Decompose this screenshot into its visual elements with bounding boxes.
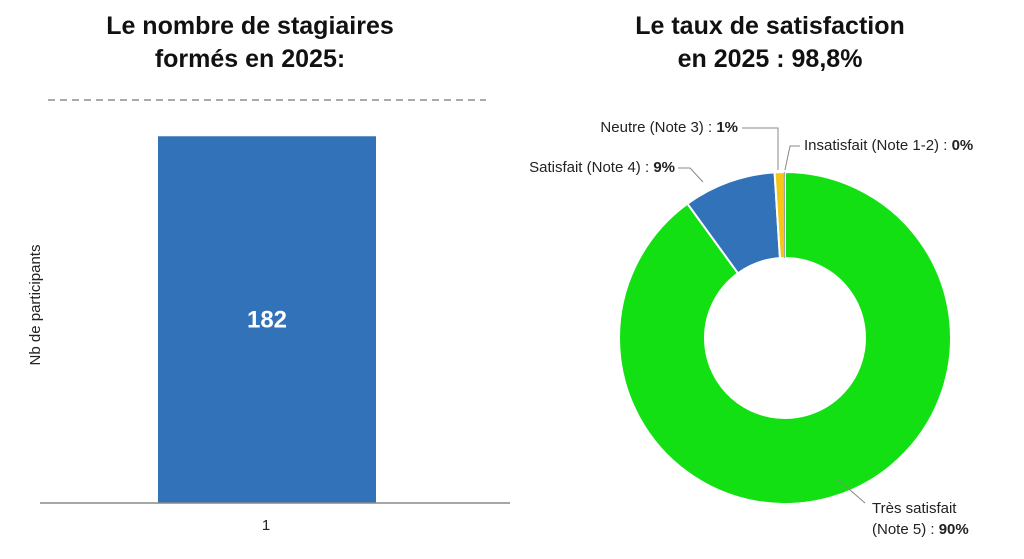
bar-chart-title: Le nombre de stagiaires formés en 2025:	[0, 10, 500, 76]
bar-title-line1: Le nombre de stagiaires	[106, 12, 394, 40]
leader-line	[837, 479, 866, 504]
slice-label-tres-satisfait: Très satisfait	[872, 500, 957, 517]
slice-label-insatisfait: Insatisfait (Note 1-2) : 0%	[804, 137, 973, 154]
bar-data-label: 182	[247, 307, 287, 334]
donut-slice	[618, 170, 952, 505]
donut-title-line2: en 2025 : 98,8%	[677, 45, 863, 73]
bar-title-line2: formés en 2025:	[154, 45, 346, 73]
x-tick-label: 1	[262, 517, 270, 534]
bar	[158, 136, 376, 503]
slice-label-satisfait: Satisfait (Note 4) : 9%	[529, 159, 675, 176]
donut-title-line1: Le taux de satisfaction	[635, 12, 905, 40]
donut-chart-title: Le taux de satisfaction en 2025 : 98,8%	[520, 10, 1020, 76]
leader-line	[678, 167, 704, 183]
slice-label-neutre: Neutre (Note 3) : 1%	[600, 119, 738, 136]
y-axis-label: Nb de participants	[27, 245, 44, 366]
slice-label-tres-satisfait-pct: (Note 5) : 90%	[872, 521, 969, 538]
donut-slice	[773, 170, 786, 260]
leader-line	[742, 127, 779, 170]
leader-line	[784, 145, 800, 171]
